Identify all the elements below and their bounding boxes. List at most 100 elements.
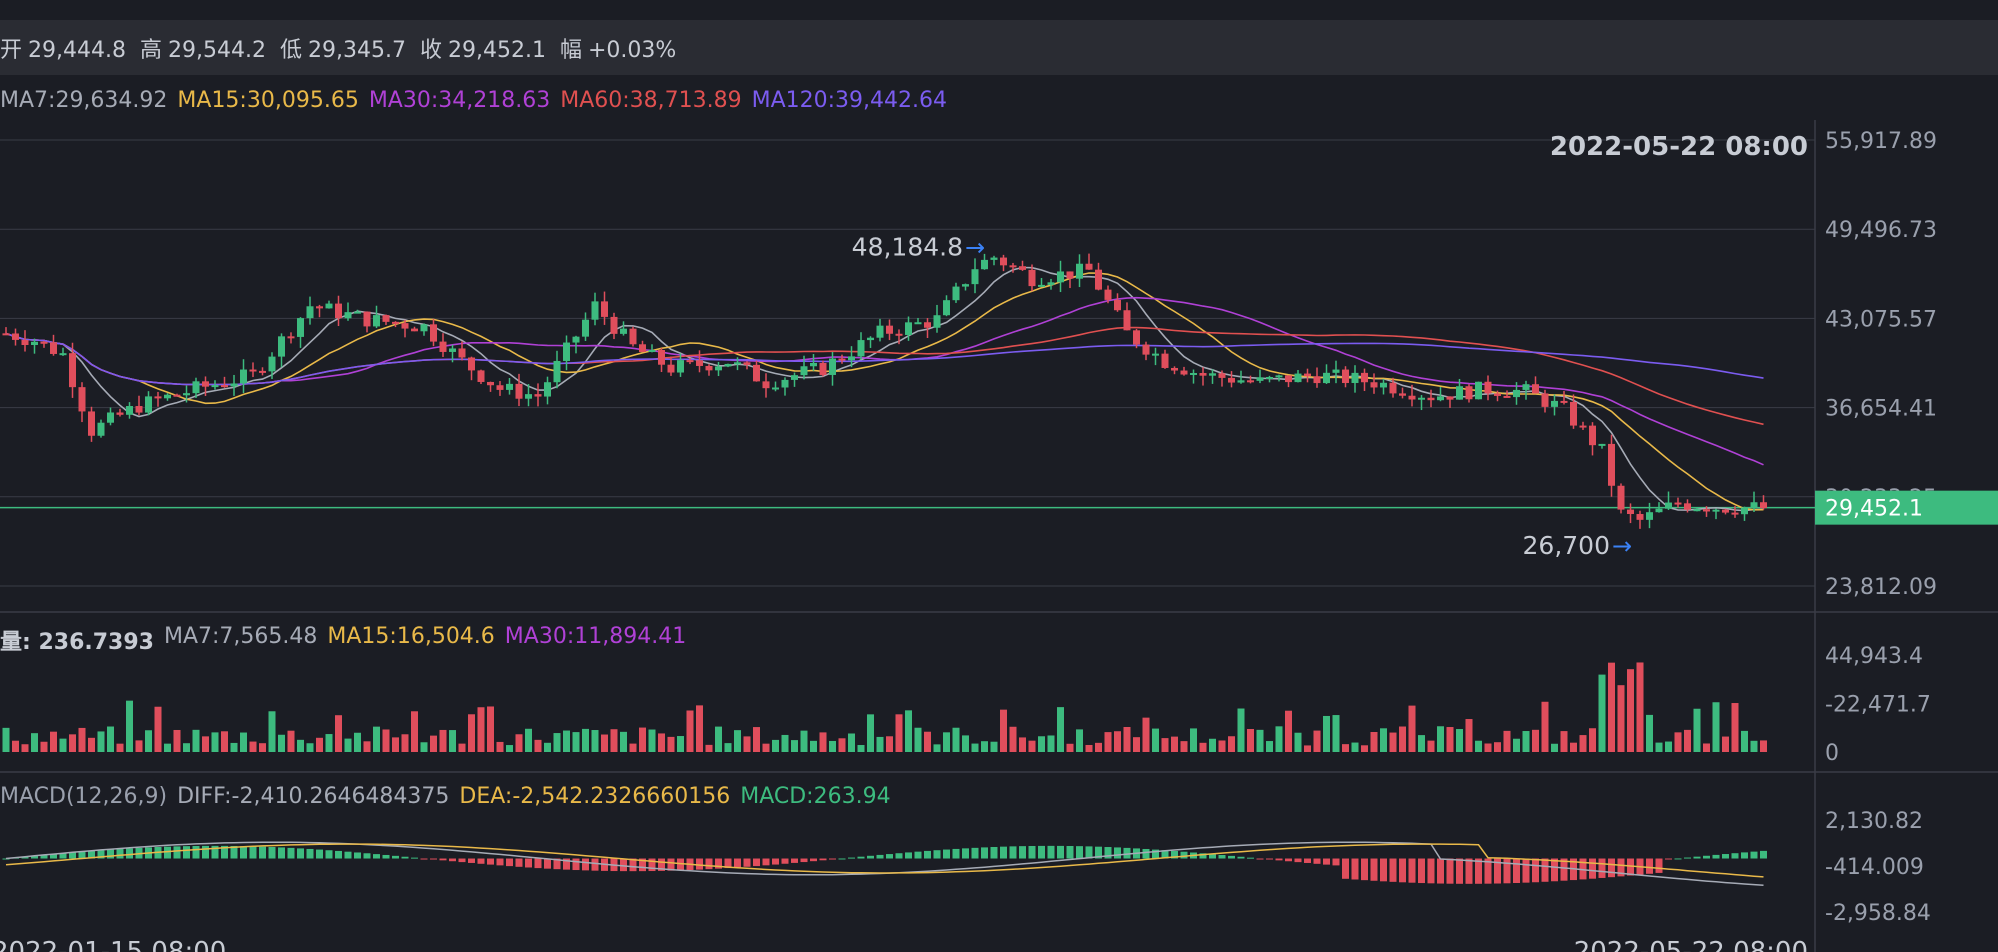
volume-bar: [962, 735, 969, 752]
volume-bar: [1285, 710, 1292, 752]
candle-body: [810, 362, 817, 367]
candle-body: [97, 422, 105, 436]
volume-bar: [1313, 730, 1321, 752]
candle-body: [40, 341, 48, 344]
macd-bar: [1114, 847, 1121, 859]
volume-bar: [126, 700, 133, 752]
macd-bar: [1560, 858, 1568, 881]
macd-bar: [1209, 854, 1216, 859]
candle-body: [430, 324, 437, 342]
volume-bar: [183, 743, 190, 752]
price-axis-label: 55,917.89: [1825, 129, 1937, 154]
volume-bar: [259, 743, 266, 752]
macd-bar: [1294, 858, 1302, 863]
volume-bar: [40, 741, 48, 752]
macd-bar: [401, 856, 409, 859]
macd-dea-label: DEA:-2,542.2326660156: [459, 784, 731, 809]
ma15-label: MA15:30,095.65: [177, 88, 359, 113]
candle-body: [1418, 397, 1425, 400]
candle-body: [1047, 282, 1055, 285]
volume-bar: [648, 729, 656, 752]
volume-bar: [867, 714, 874, 752]
macd-bar: [1323, 858, 1330, 865]
volume-bar: [1180, 741, 1188, 752]
macd-bar: [1484, 858, 1492, 884]
volume-bar: [715, 726, 722, 752]
macd-bar: [306, 848, 314, 859]
volume-bar: [373, 726, 380, 752]
candle-body: [135, 406, 143, 413]
volume-bar: [572, 732, 580, 752]
candle-body: [344, 312, 352, 319]
volume-bar: [1323, 715, 1330, 752]
candle-body: [1351, 372, 1359, 384]
macd-bar: [477, 858, 485, 864]
macd-bar: [164, 846, 171, 859]
volume-bar: [97, 731, 105, 752]
macd-bar: [249, 846, 257, 859]
macd-bar: [1627, 858, 1634, 876]
macd-bar: [848, 857, 855, 859]
macd-bar: [1389, 858, 1397, 882]
candle-body: [1617, 485, 1625, 510]
volume-bar: [943, 732, 950, 752]
volume-bar: [1741, 730, 1748, 752]
high-value: 高 29,544.2: [139, 37, 266, 63]
macd-bar: [1380, 858, 1387, 882]
vol-ma15-label: MA15:16,504.6: [327, 624, 495, 649]
candle-body: [1199, 373, 1207, 376]
candle-body: [715, 366, 722, 371]
candle-body: [1000, 257, 1007, 266]
macd-bar: [211, 845, 219, 859]
candle-body: [1370, 382, 1378, 388]
macd-bar: [1285, 858, 1292, 862]
volume-bar: [297, 739, 304, 752]
macd-bar: [1712, 854, 1720, 859]
volume-bar: [1570, 742, 1577, 752]
macd-bar: [1760, 850, 1767, 859]
candle-body: [221, 385, 228, 388]
volume-bar: [1408, 705, 1416, 752]
volume-bar: [1608, 662, 1615, 752]
candle-body: [582, 319, 589, 337]
macd-bar: [1684, 857, 1691, 859]
volume-bar: [1750, 740, 1758, 752]
candle-body: [534, 394, 542, 397]
volume-bar: [620, 731, 627, 752]
volume-bar: [696, 705, 703, 752]
volume-bar: [21, 744, 29, 752]
candle-body: [629, 328, 637, 345]
candle-body: [1342, 369, 1349, 384]
volume-bar: [1703, 743, 1710, 752]
macd-bar: [943, 849, 950, 859]
macd-bar: [734, 858, 741, 868]
candle-body: [458, 348, 466, 358]
volume-bar: [145, 730, 152, 752]
volume-bar: [1456, 729, 1463, 752]
candle-body: [240, 369, 247, 384]
volume-bar: [1047, 735, 1055, 752]
macd-bar: [202, 845, 209, 859]
candle-body: [544, 382, 551, 397]
volume-bar: [173, 729, 181, 752]
macd-bar: [582, 858, 589, 871]
price-axis-label: 36,654.41: [1825, 397, 1937, 422]
macd-bar: [1589, 858, 1596, 879]
volume-bar: [772, 739, 779, 752]
volume-bar: [838, 738, 846, 752]
volume-bar: [1218, 740, 1226, 752]
candle-body: [1598, 443, 1606, 446]
candle-body: [819, 362, 827, 375]
volume-bar: [677, 736, 684, 752]
macd-bar: [1370, 858, 1378, 881]
macd-bar: [1361, 858, 1368, 881]
candle-body: [1114, 299, 1121, 311]
candle-body: [1636, 514, 1644, 520]
volume-bar: [202, 736, 209, 752]
candle-body: [1456, 386, 1463, 400]
volume-bar: [12, 740, 19, 752]
macd-bar: [1437, 858, 1444, 884]
candle-body: [1437, 396, 1444, 401]
volume-bar: [506, 745, 513, 752]
